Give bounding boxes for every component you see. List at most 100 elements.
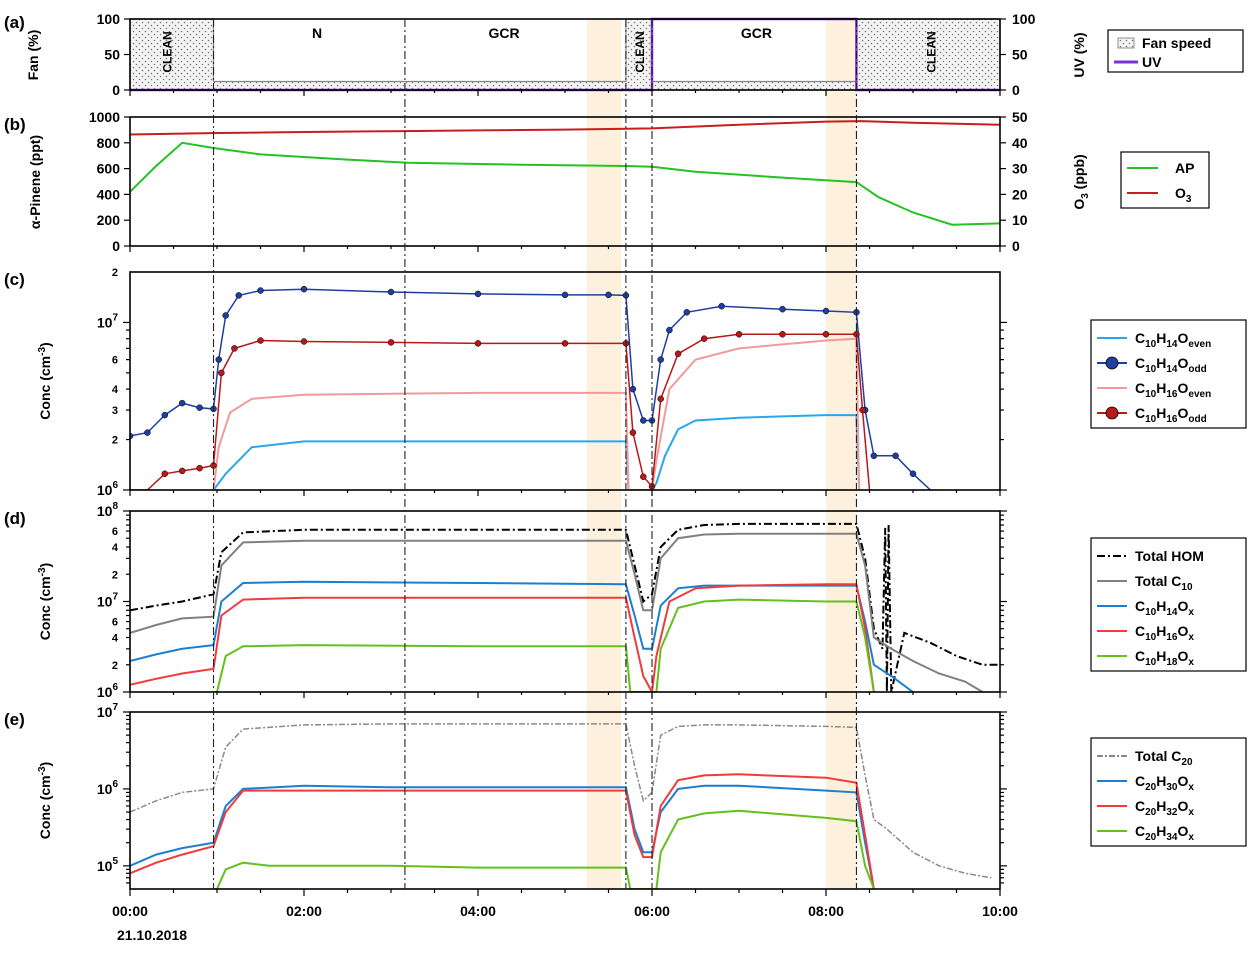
- series-marker: [605, 291, 612, 299]
- panel-a-label: (a): [4, 13, 25, 32]
- tick-label: 107: [97, 592, 119, 610]
- panel-d-ticks: 106 107 108 2 4 6 2 4 6: [97, 501, 1007, 700]
- tick-label: 50: [1012, 109, 1028, 125]
- tick-label: 6: [112, 617, 118, 629]
- tick-label: 106: [97, 682, 119, 700]
- tick-label: 100: [1012, 11, 1036, 27]
- panel-b-series: [129, 120, 1001, 226]
- series-marker: [231, 345, 238, 352]
- series-marker: [161, 411, 169, 419]
- tick-label: 4: [112, 542, 119, 554]
- legend-entry: C20H32Ox: [1135, 798, 1194, 818]
- tick-label: 0: [112, 238, 120, 254]
- series-marker: [779, 331, 786, 338]
- series-line: [130, 522, 1000, 692]
- series-marker: [387, 288, 395, 296]
- series-marker: [870, 452, 878, 460]
- series-marker: [300, 285, 308, 293]
- tick-label: 20: [1012, 186, 1028, 202]
- tick-label: 40: [1012, 135, 1028, 151]
- legend-o3: O3: [1175, 185, 1192, 205]
- fan-speed-swatch: [1117, 37, 1135, 49]
- fan-speed-fill: [129, 18, 1001, 91]
- series-marker: [257, 337, 264, 344]
- tick-label: 100: [97, 11, 121, 27]
- legend-entry: C20H34Ox: [1135, 823, 1194, 843]
- series-marker: [257, 287, 264, 294]
- series-marker: [222, 312, 229, 319]
- shaded-interval: [826, 19, 857, 889]
- x-tick-label: 04:00: [460, 903, 496, 919]
- series-marker: [859, 406, 866, 414]
- ap-line: [129, 141, 1001, 226]
- series-marker: [822, 307, 830, 315]
- legend-entry: C20H30Ox: [1135, 773, 1194, 793]
- tick-label: 6: [112, 355, 118, 367]
- series-marker: [196, 464, 203, 472]
- series-line: [130, 784, 875, 889]
- x-date-label: 21.10.2018: [117, 927, 187, 943]
- panel-b-legend-box: [1120, 151, 1210, 209]
- legend-entry: C10H14Ox: [1135, 598, 1194, 618]
- panel-d-ylabel: Conc (cm-3): [37, 563, 53, 640]
- panel-a: (a) Fan (%) UV (%) CLEAN N GCR CLEAN GCR CLEA…: [4, 11, 1244, 98]
- phase-label: CLEAN: [633, 31, 647, 72]
- phase-label: GCR: [489, 25, 520, 41]
- series-marker: [474, 340, 482, 347]
- tick-label: 10: [1012, 212, 1028, 228]
- panel-a-ylabel-left: Fan (%): [25, 30, 41, 81]
- x-tick-label: 06:00: [634, 903, 670, 919]
- legend-entry: C10H16Oeven: [1135, 380, 1211, 400]
- legend-entry: C10H18Ox: [1135, 648, 1194, 668]
- series-marker: [387, 339, 395, 346]
- tick-label: 3: [112, 405, 118, 417]
- tick-label: 6: [112, 526, 118, 538]
- x-tick-label: 08:00: [808, 903, 844, 919]
- tick-label: 2: [112, 267, 118, 279]
- legend-entry: Total HOM: [1135, 548, 1204, 564]
- legend-ap: AP: [1175, 160, 1194, 176]
- phase-label: GCR: [741, 25, 772, 41]
- series-line: [130, 773, 875, 889]
- panel-c-ticks: 106 107 2 3 4 6 2: [97, 267, 1007, 498]
- tick-label: 0: [112, 82, 120, 98]
- panel-c-frame: [129, 271, 1001, 491]
- series-marker: [178, 467, 186, 475]
- tick-label: 0: [1012, 238, 1020, 254]
- series-marker: [735, 331, 743, 338]
- legend-marker: [1105, 356, 1119, 370]
- panel-d-label: (d): [4, 509, 26, 528]
- series-marker: [561, 340, 569, 347]
- panel-e: (e) Conc (cm-3) 105 106 107 Total C20 C20H30Ox…: [4, 702, 1247, 890]
- panel-e-label: (e): [4, 710, 25, 729]
- o3-line: [129, 120, 1001, 136]
- shaded-interval: [586, 19, 622, 889]
- series-marker: [822, 331, 830, 338]
- legend-entry: C10H14Oodd: [1135, 355, 1207, 375]
- tick-label: 0: [1012, 82, 1020, 98]
- tick-label: 107: [97, 702, 119, 720]
- series-line: [130, 532, 984, 692]
- panel-e-legend-box: [1090, 737, 1247, 847]
- tick-label: 400: [97, 186, 121, 202]
- series-line: [213, 598, 875, 692]
- series-line: [212, 414, 861, 490]
- tick-label: 106: [97, 480, 119, 498]
- phase-label: N: [312, 25, 322, 41]
- tick-label: 30: [1012, 161, 1028, 177]
- x-axis: 00:00 02:00 04:00 06:00 08:00 10:00 21.10.2018: [112, 90, 1018, 943]
- series-marker: [235, 292, 242, 299]
- series-line: [130, 288, 931, 490]
- panel-a-ticks: 0 0 50 50 100 100: [97, 11, 1036, 98]
- series-marker: [215, 356, 222, 363]
- series-marker: [161, 470, 169, 478]
- panel-c-series: [130, 285, 931, 490]
- fan-speed-area: [129, 18, 1001, 91]
- series-marker: [561, 291, 569, 299]
- phase-boundaries: [212, 19, 858, 889]
- x-tick-label: 00:00: [112, 903, 148, 919]
- series-marker: [144, 429, 151, 436]
- panel-e-ticks: 105 106 107: [97, 702, 1007, 884]
- panel-a-ylabel-right: UV (%): [1071, 32, 1087, 77]
